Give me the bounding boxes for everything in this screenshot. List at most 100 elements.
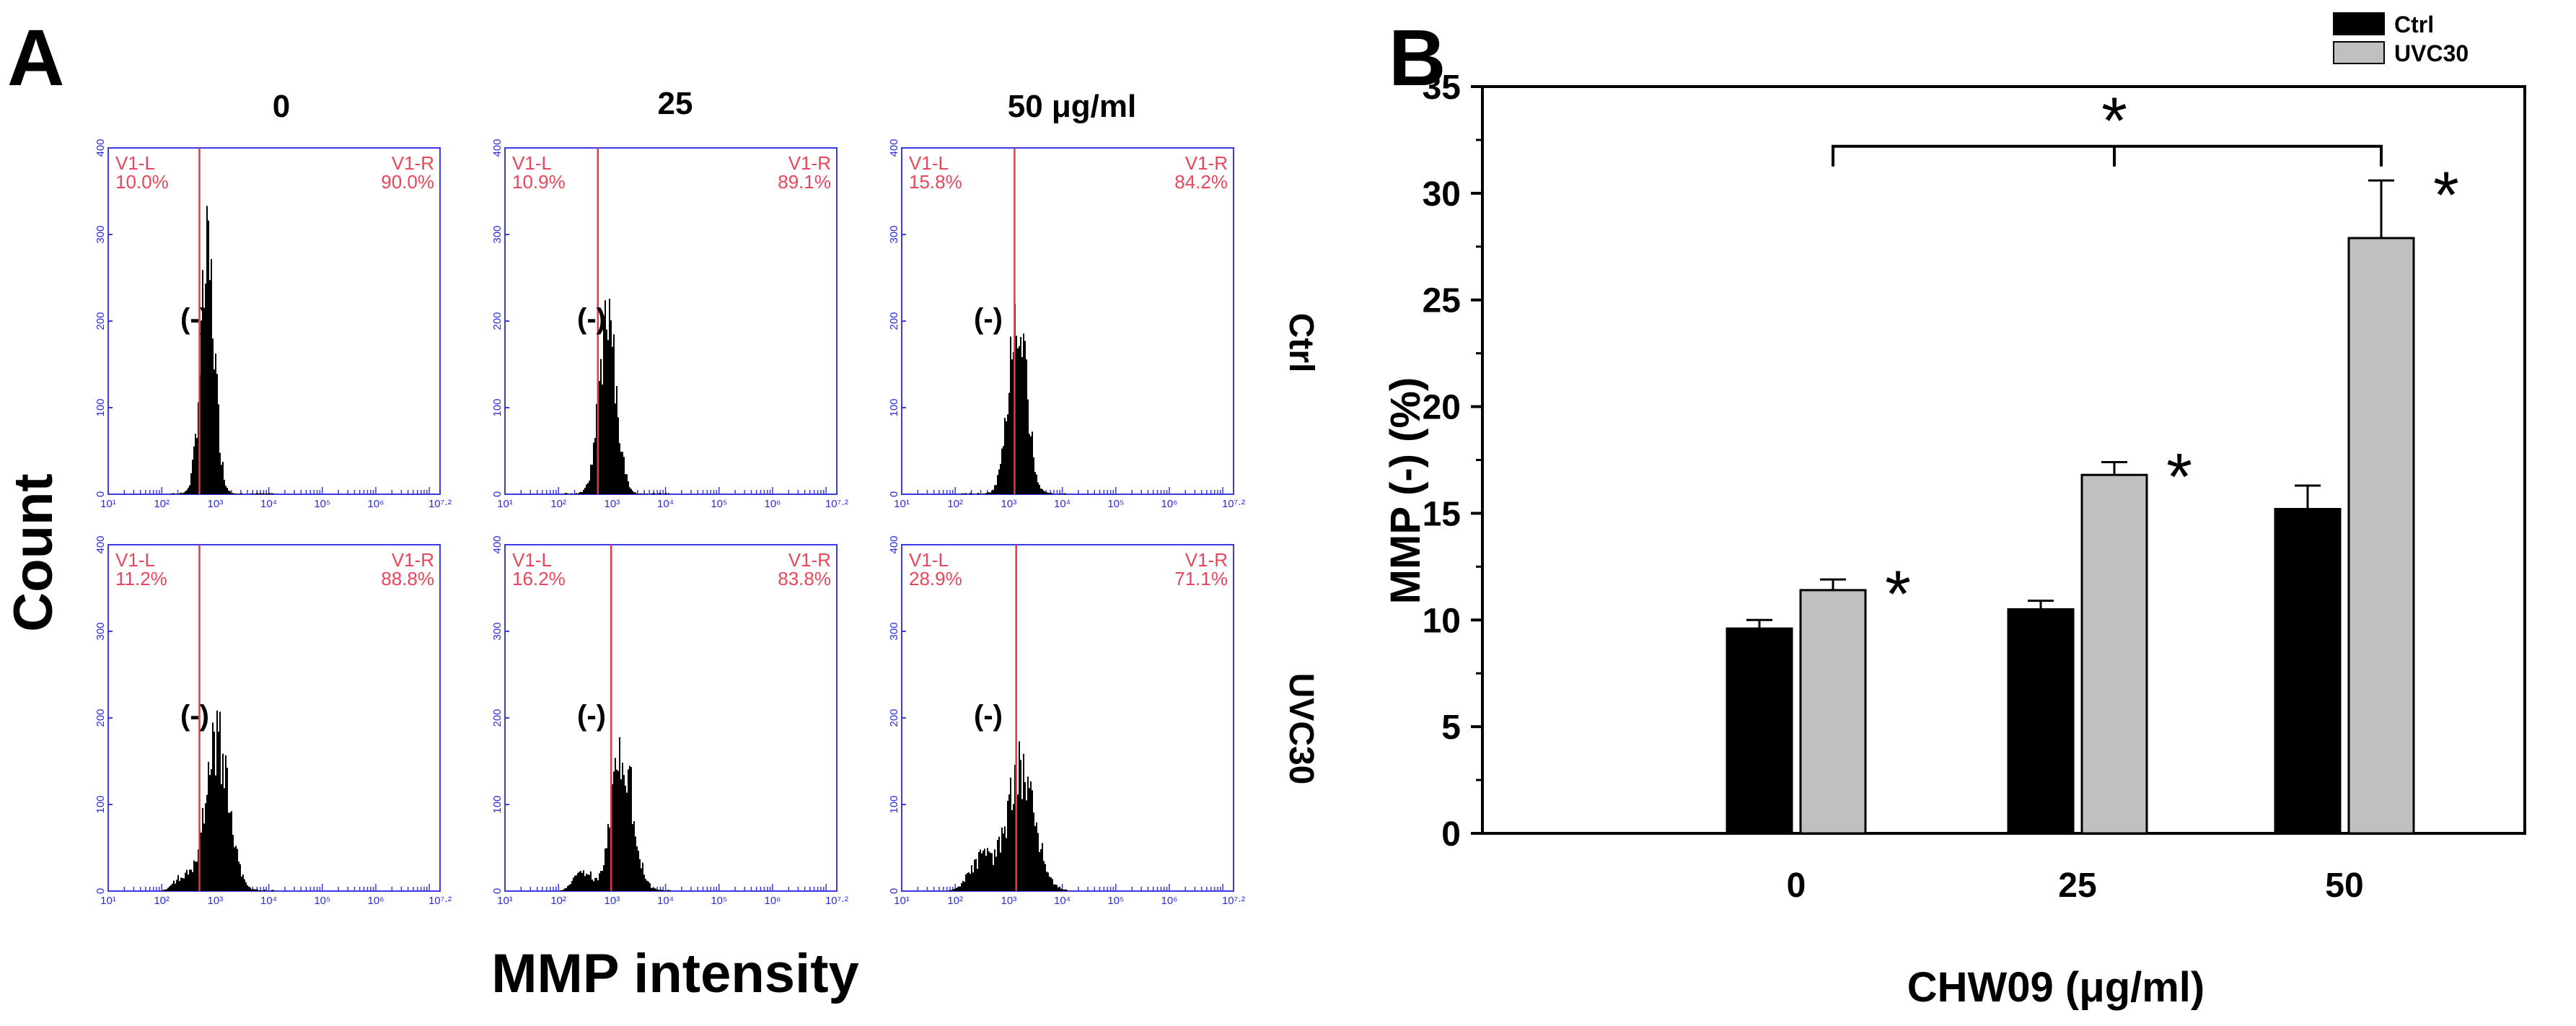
histogram-frame [901,147,1234,495]
gate-right-percent: 71.1% [1174,568,1228,589]
x-tick-label: 10³ [208,498,224,510]
negative-population-label: (-) [974,700,1003,732]
y-tick-label: 300 [888,225,900,243]
y-tick-label: 100 [94,398,107,416]
negative-population-label: (-) [180,700,209,732]
x-tick-label: 10⁷·² [1222,895,1245,907]
histogram-uvc30-0: 0 100 200 300 400 10¹ 10² 10³ 10⁴ 10⁵ 10⁶ 10⁷·² V1-L… [94,535,452,907]
y-tick-label: 400 [888,139,900,157]
negative-population-label: (-) [577,303,606,335]
x-tick-label: 10⁷·² [1222,498,1245,510]
x-tick-label: 10² [154,498,170,510]
histogram-frame [107,147,441,495]
bar-uvc30-25 [2080,473,2148,835]
histogram-distribution [948,741,1068,891]
y-tick-label: 100 [888,398,900,416]
x-tick-label: 10⁶ [1161,895,1178,907]
gate-right-label: V1-R [788,152,831,174]
histogram-frame [901,544,1234,892]
histogram-grid: 0 100 200 300 400 10¹ 10² 10³ 10⁴ 10⁵ 10⁶ 10⁷·² V1-L… [94,139,1245,907]
x-tick-label: 10¹ [894,895,910,907]
y-tick-label: 0 [94,491,107,497]
x-tick-label: 10⁷·² [428,895,452,907]
x-tick-label: 0 [1787,867,1806,905]
bar-ctrl-0 [1726,627,1793,835]
gate-left-label: V1-L [115,549,155,571]
col-header-50: 50 μg/ml [1008,89,1137,124]
x-tick-label: 10² [550,895,566,907]
x-tick-label: 10³ [1001,895,1017,907]
y-tick-label: 300 [491,225,504,243]
gate-left-percent: 28.9% [909,568,962,589]
gate-left-percent: 11.2% [115,568,167,589]
y-tick-label: 0 [888,888,900,894]
x-tick-label: 10⁵ [711,498,727,510]
y-tick-label: 300 [94,225,107,243]
x-tick-label: 10⁵ [1107,498,1124,510]
x-tick-label: 10¹ [497,498,513,510]
gate-right-percent: 90.0% [381,171,434,193]
histogram-distribution [560,737,671,891]
bar-ctrl-50 [2274,508,2342,835]
x-tick-label: 10⁷·² [428,498,452,510]
y-tick-label: 20 [1423,389,1461,427]
histogram-uvc30-25: 0 100 200 300 400 10¹ 10² 10³ 10⁴ 10⁵ 10⁶ 10⁷·² V1-L… [491,535,848,907]
bar-uvc30-50 [2347,237,2415,835]
x-tick-label: 10⁶ [368,498,384,510]
x-tick-label: 10⁶ [765,498,781,510]
y-tick-label: 15 [1423,495,1461,533]
gate-right-label: V1-R [392,152,434,174]
negative-population-label: (-) [974,303,1003,335]
gate-right-percent: 83.8% [778,568,831,589]
y-tick-label: 300 [491,622,504,640]
x-tick-label: 50 [2325,867,2363,905]
y-tick-label: 0 [888,491,900,497]
bar-chart-plot: * * * * [1726,84,2459,835]
x-tick-label: 10⁷·² [825,498,848,510]
row-label-ctrl: Ctrl [1282,313,1320,373]
legend-label-uvc30: UVC30 [2394,40,2469,66]
gate-left-label: V1-L [909,549,949,571]
y-tick-label: 30 [1423,175,1461,214]
panel-b: B MMP (-) (%) CHW09 (μg/ml) 0 5 10 15 20 25 30… [1382,12,2526,1011]
y-tick-label: 400 [94,139,107,157]
histogram-distribution [162,710,274,891]
gate-right-percent: 89.1% [778,171,831,193]
negative-population-label: (-) [180,303,209,335]
significance-star: * [2101,84,2127,158]
y-tick-label: 300 [888,622,900,640]
x-tick-label: 10³ [605,895,620,907]
histogram-ctrl-0: 0 100 200 300 400 10¹ 10² 10³ 10⁴ 10⁵ 10⁶ 10⁷·² V1-L… [94,139,452,510]
x-tick-label: 25 [2058,867,2096,905]
x-tick-label: 10⁵ [314,895,330,907]
x-tick-label: 10⁶ [1161,498,1178,510]
x-tick-label: 10⁴ [1054,895,1071,907]
y-tick-label: 100 [888,795,900,813]
x-tick-label: 10⁴ [657,498,674,510]
y-tick-label: 200 [491,709,504,727]
gate-right-label: V1-R [392,549,434,571]
x-tick-label: 10⁴ [657,895,674,907]
gate-left-label: V1-L [909,152,949,174]
y-tick-label: 100 [491,398,504,416]
gate-left-label: V1-L [512,152,552,174]
gate-right-label: V1-R [1185,152,1228,174]
panel-a: A 0 25 50 μg/ml Count MMP intensity Ctrl… [3,14,1320,1004]
row-label-uvc30: UVC30 [1282,673,1320,785]
x-tick-label: 10⁶ [765,895,781,907]
bar-chart-xlabel: CHW09 (μg/ml) [1907,964,2205,1011]
y-tick-label: 100 [94,795,107,813]
y-tick-label: 200 [94,312,107,330]
y-tick-label: 200 [491,312,504,330]
x-tick-label: 10⁵ [314,498,330,510]
bar-ctrl-25 [2007,608,2075,835]
y-tick-label: 10 [1423,602,1461,640]
legend-label-ctrl: Ctrl [2394,12,2434,38]
x-tick-label: 10¹ [100,895,116,907]
panel-a-ylabel: Count [3,473,64,631]
panel-a-letter: A [7,14,64,102]
x-tick-label: 10⁴ [260,498,277,510]
gate-right-label: V1-R [1185,549,1228,571]
